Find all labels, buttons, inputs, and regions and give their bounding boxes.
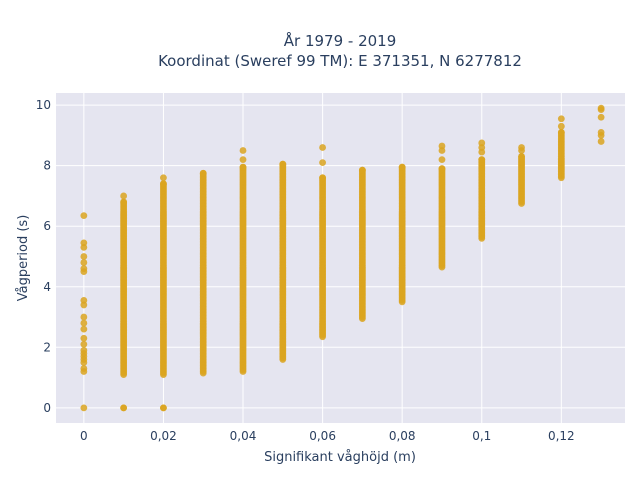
plot-area: [56, 93, 625, 423]
data-point: [518, 144, 525, 151]
data-point: [279, 160, 287, 168]
data-point: [239, 156, 247, 164]
data-point: [120, 404, 128, 412]
data-point: [597, 113, 605, 121]
x-tick-label: 0,1: [472, 429, 491, 443]
chart-title-line1: År 1979 - 2019: [284, 31, 397, 50]
y-tick-label: 10: [36, 98, 51, 112]
data-point: [80, 212, 88, 220]
data-point: [80, 313, 88, 321]
data-point: [557, 122, 565, 130]
y-tick-label: 8: [43, 159, 51, 173]
data-point: [80, 340, 88, 348]
x-tick-label: 0,02: [150, 429, 177, 443]
data-point: [478, 156, 486, 164]
data-point: [239, 147, 247, 154]
y-tick-label: 4: [43, 280, 51, 294]
data-point: [597, 138, 605, 145]
data-point: [319, 144, 326, 151]
x-axis-title: Signifikant våghöjd (m): [264, 450, 416, 465]
y-tick-label: 0: [43, 401, 51, 415]
data-point: [80, 296, 88, 304]
data-point: [80, 239, 88, 247]
data-point: [478, 139, 486, 147]
data-point: [438, 165, 446, 173]
y-axis-title: Vågperiod (s): [16, 215, 31, 302]
data-point: [80, 253, 88, 260]
data-point: [358, 166, 366, 174]
x-tick-label: 0: [80, 429, 88, 443]
data-point: [239, 163, 247, 171]
data-point: [319, 159, 326, 167]
data-point: [80, 319, 88, 327]
x-tick-label: 0,06: [309, 429, 336, 443]
data-point: [80, 325, 88, 333]
data-point: [557, 115, 565, 123]
data-point: [120, 192, 128, 200]
data-point: [160, 174, 167, 182]
data-point: [120, 198, 128, 206]
x-tick-label: 0,08: [389, 429, 416, 443]
data-point: [80, 259, 88, 266]
data-point: [80, 334, 88, 342]
chart-title-line2: Koordinat (Sweref 99 TM): E 371351, N 62…: [158, 52, 522, 70]
x-tick-labels: 0 0,02 0,04 0,06 0,08 0,1 0,12: [80, 429, 575, 443]
data-point: [597, 128, 605, 136]
data-point: [398, 163, 406, 171]
data-point: [319, 174, 326, 182]
data-point: [557, 128, 565, 136]
data-point: [199, 169, 207, 177]
y-tick-labels: 0 2 4 6 8 10: [36, 98, 51, 415]
data-points: [80, 104, 605, 412]
data-point: [80, 346, 88, 354]
data-point: [518, 153, 525, 160]
data-point: [438, 156, 446, 164]
data-point: [160, 404, 167, 412]
x-tick-label: 0,12: [548, 429, 575, 443]
data-point: [597, 104, 605, 112]
y-tick-label: 6: [43, 219, 51, 233]
data-point: [160, 180, 167, 188]
data-point: [80, 365, 88, 372]
y-tick-label: 2: [43, 340, 51, 354]
data-point: [80, 265, 88, 272]
data-point: [438, 142, 446, 150]
x-tick-label: 0,04: [230, 429, 257, 443]
data-point: [80, 404, 88, 412]
